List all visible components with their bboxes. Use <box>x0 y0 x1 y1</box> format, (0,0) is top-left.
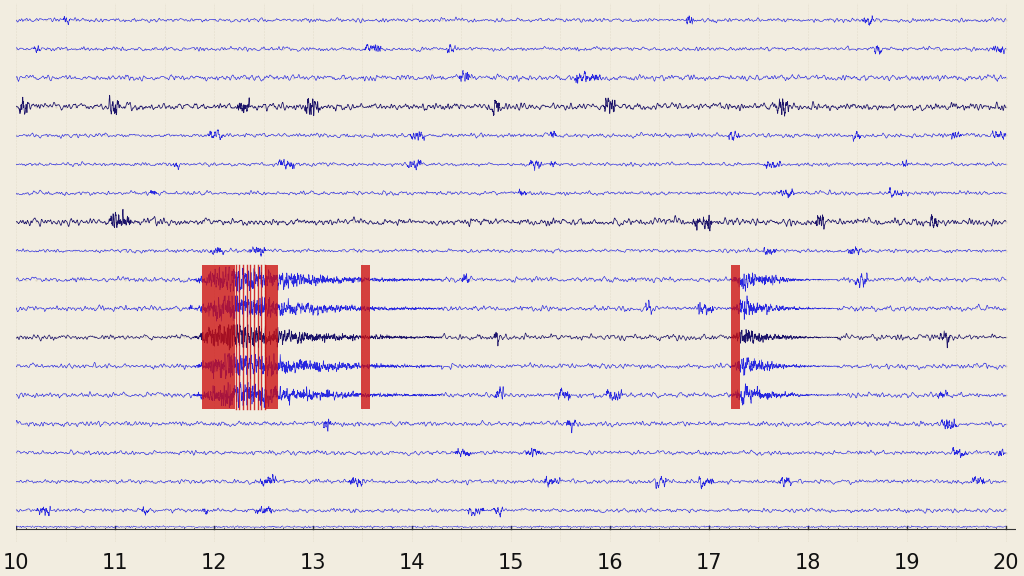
Bar <box>360 265 371 410</box>
Bar <box>265 265 279 410</box>
Bar <box>202 265 234 410</box>
Bar <box>731 265 739 410</box>
